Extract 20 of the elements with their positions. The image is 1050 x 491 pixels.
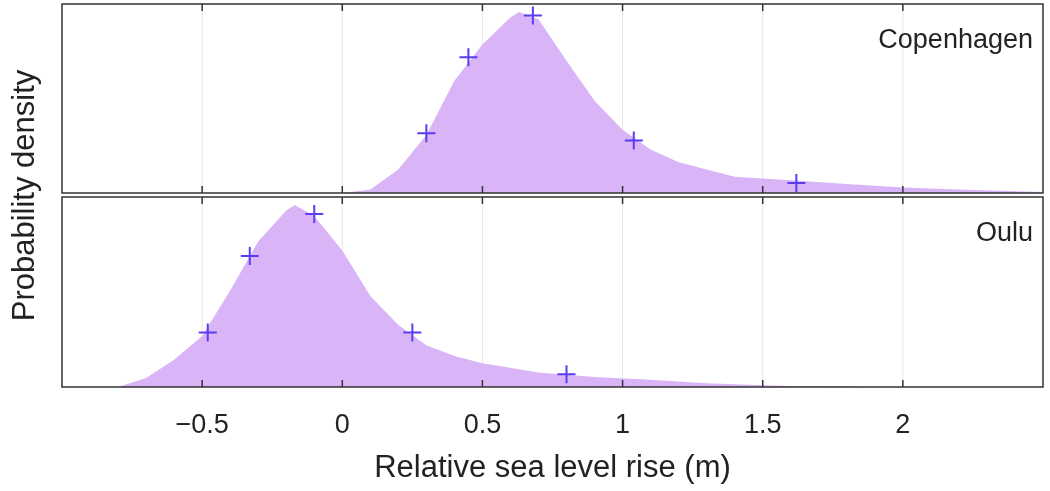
- x-tick-label: 0.5: [463, 409, 502, 439]
- point: [556, 364, 577, 385]
- point: [522, 5, 543, 26]
- point: [197, 322, 218, 343]
- x-tick-label: −0.5: [175, 409, 229, 439]
- annotation: Oulu: [975, 217, 1033, 247]
- x-axis-title: Relative sea level rise (m): [374, 449, 731, 484]
- point: [786, 173, 807, 194]
- point: [458, 47, 479, 68]
- point: [304, 204, 325, 225]
- x-tick-label: 0: [334, 409, 350, 439]
- point: [239, 245, 260, 266]
- point: [416, 123, 437, 144]
- x-tick-label: 1.5: [743, 409, 782, 439]
- x-tick-label: 2: [895, 409, 911, 439]
- point: [402, 322, 423, 343]
- annotation: Copenhagen: [878, 24, 1033, 54]
- point: [623, 130, 644, 151]
- y-axis-title: Probability density: [6, 69, 41, 322]
- x-tick-label: 1: [615, 409, 631, 439]
